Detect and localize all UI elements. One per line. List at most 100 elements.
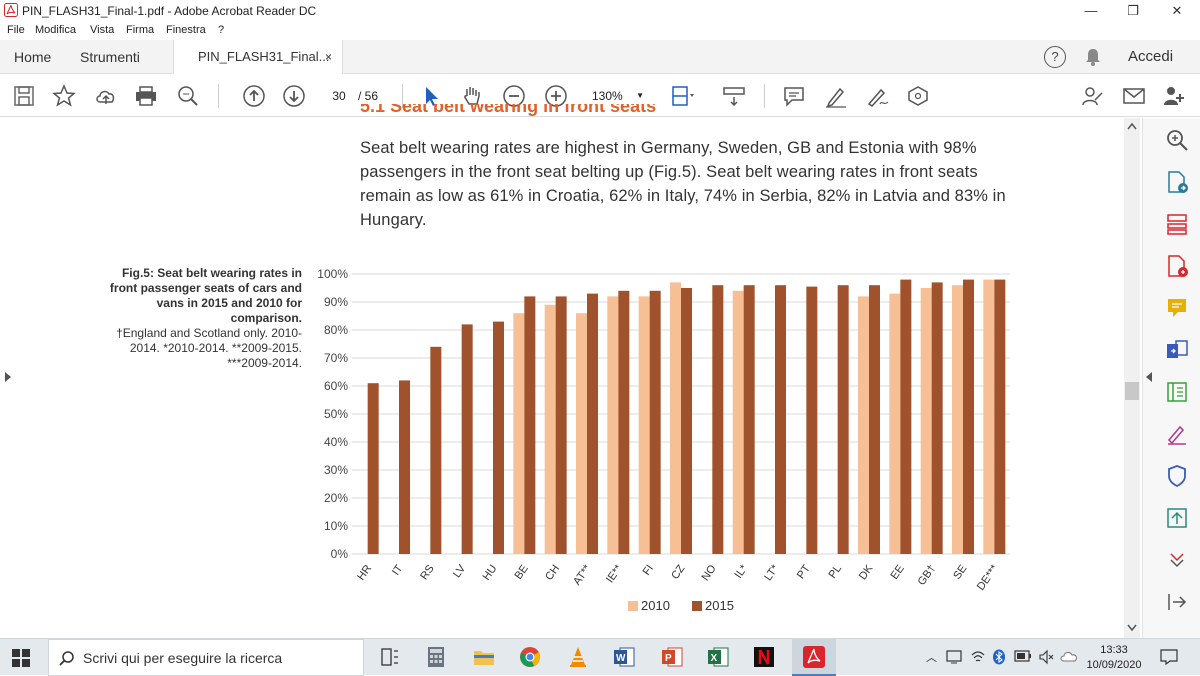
bar-2010-CH	[544, 304, 556, 554]
excel-icon[interactable]: X	[706, 645, 730, 669]
x-tick-label: SE	[951, 563, 969, 582]
tray-chevron-icon[interactable]: ︿	[926, 652, 937, 664]
y-tick-label: 10%	[324, 519, 348, 533]
minimize-button[interactable]: —	[1084, 3, 1098, 18]
send-review-icon[interactable]	[1165, 506, 1189, 530]
windows-start-icon[interactable]	[12, 649, 30, 667]
onedrive-cloud-icon[interactable]	[1060, 649, 1078, 663]
calculator-icon[interactable]	[424, 645, 448, 669]
select-cursor-icon[interactable]	[420, 84, 444, 108]
next-page-icon[interactable]	[282, 84, 306, 108]
acrobat-taskbar-item[interactable]	[792, 639, 836, 676]
x-tick-label: CH	[543, 563, 562, 583]
word-icon[interactable]: W	[612, 645, 636, 669]
action-center-icon[interactable]	[1160, 649, 1178, 665]
bookmark-star-icon[interactable]	[52, 84, 76, 108]
export-pdf-icon[interactable]	[1165, 170, 1189, 194]
tray-display-icon[interactable]	[946, 649, 962, 665]
vlc-icon[interactable]	[566, 645, 590, 669]
tab-tools[interactable]: Strumenti	[80, 49, 140, 65]
menu-finestra[interactable]: Finestra	[166, 24, 206, 36]
scroll-down-icon[interactable]	[1127, 624, 1137, 632]
sign-icon[interactable]	[866, 84, 890, 108]
menu-help[interactable]: ?	[218, 24, 225, 36]
signin-link[interactable]: Accedi	[1128, 48, 1174, 65]
scroll-up-icon[interactable]	[1127, 122, 1137, 130]
bluetooth-icon[interactable]	[992, 649, 1006, 665]
tab-home[interactable]: Home	[14, 49, 52, 65]
help-icon[interactable]: ?	[1044, 46, 1066, 68]
file-explorer-icon[interactable]	[472, 645, 496, 669]
prev-page-icon[interactable]	[242, 84, 266, 108]
zoom-select[interactable]: 130% ▼	[584, 85, 648, 107]
protect-shield-icon[interactable]	[1165, 464, 1189, 488]
legend-swatch-2010	[628, 601, 638, 611]
menu-vista[interactable]: Vista	[90, 24, 115, 36]
volume-muted-icon[interactable]	[1038, 649, 1054, 665]
page-number-input[interactable]: 30	[332, 89, 346, 103]
task-view-icon[interactable]	[378, 645, 402, 669]
zoom-out-icon[interactable]	[502, 84, 526, 108]
restore-button[interactable]: ❐	[1127, 3, 1139, 18]
tab-close-icon[interactable]: ×	[324, 50, 332, 64]
menu-file[interactable]: File	[7, 24, 25, 36]
fit-page-icon[interactable]	[670, 84, 694, 108]
create-pdf-icon[interactable]	[1165, 254, 1189, 278]
scroll-thumb[interactable]	[1125, 382, 1139, 400]
x-tick-label: DK	[857, 562, 876, 582]
bar-2015-IT	[399, 380, 410, 554]
bar-2010-CZ	[670, 282, 681, 554]
add-user-icon[interactable]	[1162, 84, 1186, 108]
powerpoint-icon[interactable]: P	[660, 645, 684, 669]
title-bar: PIN_FLASH31_Final-1.pdf - Adobe Acrobat …	[0, 0, 1200, 22]
tab-document[interactable]: PIN_FLASH31_Final... ×	[173, 40, 343, 74]
x-tick-label: DE***	[975, 562, 1001, 593]
taskbar-search-box[interactable]: Scrivi qui per eseguire la ricerca	[48, 639, 364, 676]
expand-pane-icon[interactable]	[1165, 590, 1189, 614]
upload-cloud-icon[interactable]	[94, 84, 118, 108]
bar-2015-NO	[712, 285, 724, 554]
menu-bar: File Modifica Vista Firma Finestra ?	[0, 22, 1200, 40]
save-icon[interactable]	[12, 84, 36, 108]
chrome-icon[interactable]	[518, 645, 542, 669]
fill-sign-icon[interactable]	[1165, 422, 1189, 446]
close-button[interactable]: ✕	[1171, 3, 1183, 18]
y-tick-label: 80%	[324, 323, 348, 337]
edit-pdf-icon[interactable]	[1165, 380, 1189, 404]
bar-2015-PL	[837, 285, 849, 554]
legend-label-2015: 2015	[705, 598, 734, 613]
highlight-pen-icon[interactable]	[824, 84, 848, 108]
document-view[interactable]	[0, 118, 1142, 638]
taskbar-clock[interactable]: 13:33 10/09/2020	[1084, 643, 1144, 673]
battery-icon[interactable]	[1014, 650, 1032, 662]
organize-pages-icon[interactable]	[1165, 212, 1189, 236]
email-icon[interactable]	[1122, 84, 1146, 108]
zoom-tool-icon[interactable]	[1165, 128, 1189, 152]
stamp-tag-icon[interactable]	[906, 84, 930, 108]
search-icon[interactable]	[176, 84, 200, 108]
netflix-icon[interactable]	[752, 645, 776, 669]
menu-modifica[interactable]: Modifica	[35, 24, 76, 36]
section-heading-fragment: 5.1 Seat belt wearing in front seats	[360, 104, 657, 116]
bar-2015-EE	[900, 279, 912, 554]
share-link-icon[interactable]	[1080, 84, 1104, 108]
combine-files-icon[interactable]	[1165, 338, 1189, 362]
print-icon[interactable]	[134, 84, 158, 108]
bar-2010-IE**	[607, 296, 619, 554]
comment-icon[interactable]	[782, 84, 806, 108]
x-tick-label: PL	[827, 563, 845, 581]
search-icon	[59, 651, 74, 666]
comment-tool-icon[interactable]	[1165, 296, 1189, 320]
y-tick-label: 90%	[324, 295, 348, 309]
menu-firma[interactable]: Firma	[126, 24, 155, 36]
left-panel-expand-icon[interactable]	[4, 372, 12, 382]
collapse-pane-icon[interactable]	[1145, 372, 1153, 382]
clock-time: 13:33	[1100, 644, 1128, 656]
vertical-scrollbar[interactable]	[1124, 118, 1140, 638]
zoom-in-icon[interactable]	[544, 84, 568, 108]
more-tools-chevron-icon[interactable]	[1165, 548, 1189, 572]
wifi-icon[interactable]	[970, 649, 986, 665]
hand-tool-icon[interactable]	[460, 84, 484, 108]
notification-bell-icon[interactable]	[1084, 47, 1102, 67]
scroll-mode-icon[interactable]	[722, 84, 746, 108]
